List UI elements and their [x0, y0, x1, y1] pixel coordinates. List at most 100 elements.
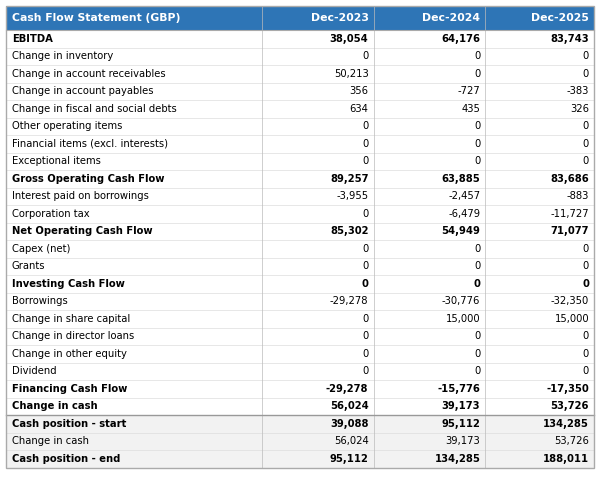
Bar: [6, 310, 594, 327]
Text: Investing Cash Flow: Investing Cash Flow: [12, 279, 125, 289]
Text: -30,776: -30,776: [442, 296, 480, 306]
Text: Dec-2023: Dec-2023: [311, 13, 368, 23]
Text: Grants: Grants: [12, 261, 46, 271]
Text: Exceptional items: Exceptional items: [12, 156, 101, 166]
Bar: [6, 30, 594, 47]
Text: -383: -383: [566, 86, 589, 96]
Text: -17,350: -17,350: [546, 384, 589, 394]
Text: 15,000: 15,000: [446, 314, 480, 324]
Bar: [6, 100, 594, 118]
Text: 0: 0: [583, 366, 589, 376]
Text: 50,213: 50,213: [334, 69, 368, 79]
Text: 0: 0: [474, 51, 480, 61]
Bar: [6, 240, 594, 258]
Text: Dividend: Dividend: [12, 366, 56, 376]
Text: 0: 0: [362, 279, 368, 289]
Text: 0: 0: [362, 331, 368, 341]
Text: 326: 326: [570, 104, 589, 114]
Text: 435: 435: [461, 104, 480, 114]
Bar: [6, 47, 594, 65]
Text: Borrowings: Borrowings: [12, 296, 68, 306]
Text: 0: 0: [362, 121, 368, 131]
Text: 0: 0: [583, 69, 589, 79]
Text: 63,885: 63,885: [442, 174, 480, 184]
Text: 0: 0: [474, 331, 480, 341]
Text: -883: -883: [566, 191, 589, 201]
Bar: [6, 415, 594, 433]
Text: 0: 0: [474, 366, 480, 376]
Bar: [6, 327, 594, 345]
Bar: [6, 433, 594, 450]
Text: 89,257: 89,257: [330, 174, 368, 184]
Text: 56,024: 56,024: [330, 401, 368, 411]
Text: Financing Cash Flow: Financing Cash Flow: [12, 384, 127, 394]
Text: 634: 634: [350, 104, 368, 114]
Text: 95,112: 95,112: [329, 454, 368, 464]
Text: 38,054: 38,054: [330, 34, 368, 44]
Text: 134,285: 134,285: [434, 454, 480, 464]
Text: 0: 0: [362, 244, 368, 254]
Text: 0: 0: [362, 261, 368, 271]
Text: 53,726: 53,726: [551, 401, 589, 411]
Text: Change in other equity: Change in other equity: [12, 349, 127, 359]
Text: 0: 0: [474, 69, 480, 79]
Text: 39,173: 39,173: [442, 401, 480, 411]
Text: Change in share capital: Change in share capital: [12, 314, 130, 324]
Text: -29,278: -29,278: [330, 296, 368, 306]
Text: 0: 0: [583, 51, 589, 61]
Text: 85,302: 85,302: [330, 226, 368, 236]
Text: 53,726: 53,726: [554, 436, 589, 446]
Bar: [6, 188, 594, 205]
Bar: [6, 82, 594, 100]
Text: -3,955: -3,955: [337, 191, 368, 201]
Text: 0: 0: [474, 261, 480, 271]
Text: 0: 0: [474, 156, 480, 166]
Text: -15,776: -15,776: [437, 384, 480, 394]
Text: Change in cash: Change in cash: [12, 436, 89, 446]
Text: Change in account receivables: Change in account receivables: [12, 69, 166, 79]
Text: Corporation tax: Corporation tax: [12, 209, 89, 219]
Text: 0: 0: [473, 279, 480, 289]
Text: Gross Operating Cash Flow: Gross Operating Cash Flow: [12, 174, 164, 184]
Text: 0: 0: [583, 261, 589, 271]
Bar: [6, 345, 594, 363]
Text: 0: 0: [582, 279, 589, 289]
Text: 39,173: 39,173: [445, 436, 480, 446]
Text: Dec-2025: Dec-2025: [531, 13, 589, 23]
Text: 0: 0: [362, 51, 368, 61]
Text: 0: 0: [474, 139, 480, 149]
Text: EBITDA: EBITDA: [12, 34, 53, 44]
Text: 0: 0: [362, 349, 368, 359]
Bar: [6, 65, 594, 82]
Bar: [6, 450, 594, 467]
Text: 0: 0: [362, 139, 368, 149]
Bar: [6, 170, 594, 188]
Text: -2,457: -2,457: [448, 191, 480, 201]
Text: Cash position - start: Cash position - start: [12, 419, 127, 429]
Text: 0: 0: [583, 244, 589, 254]
Bar: [6, 118, 594, 135]
Text: Dec-2024: Dec-2024: [422, 13, 480, 23]
Text: 0: 0: [362, 314, 368, 324]
Text: Financial items (excl. interests): Financial items (excl. interests): [12, 139, 168, 149]
Text: 15,000: 15,000: [554, 314, 589, 324]
Text: 54,949: 54,949: [442, 226, 480, 236]
Text: 39,088: 39,088: [330, 419, 368, 429]
Text: 83,686: 83,686: [550, 174, 589, 184]
Text: Change in cash: Change in cash: [12, 401, 98, 411]
Bar: [6, 152, 594, 170]
Text: 356: 356: [349, 86, 368, 96]
Text: -727: -727: [457, 86, 480, 96]
Text: -11,727: -11,727: [550, 209, 589, 219]
Text: Net Operating Cash Flow: Net Operating Cash Flow: [12, 226, 152, 236]
Bar: [6, 258, 594, 275]
Bar: [6, 222, 594, 240]
Text: 64,176: 64,176: [441, 34, 480, 44]
Text: 188,011: 188,011: [543, 454, 589, 464]
Text: Change in fiscal and social debts: Change in fiscal and social debts: [12, 104, 177, 114]
Bar: [6, 293, 594, 310]
Text: 0: 0: [583, 331, 589, 341]
Text: 0: 0: [474, 349, 480, 359]
Text: Cash Flow Statement (GBP): Cash Flow Statement (GBP): [12, 13, 181, 23]
Text: 0: 0: [474, 121, 480, 131]
